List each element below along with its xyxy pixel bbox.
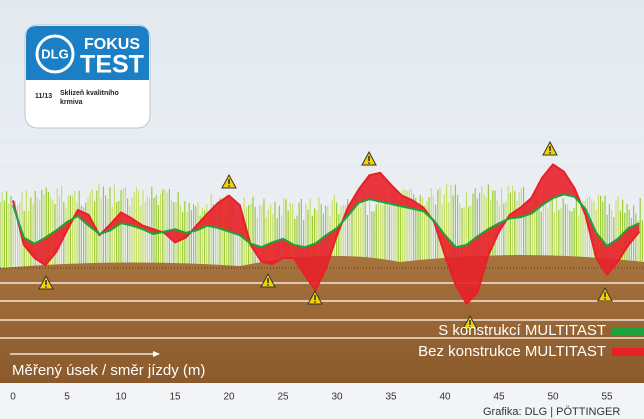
warning-dot	[228, 185, 230, 187]
badge-issue: 11/13	[35, 93, 52, 100]
x-tick-label: 5	[64, 392, 70, 403]
x-tick-label: 25	[277, 392, 289, 403]
legend-label: S konstrukcí MULTITAST	[438, 322, 606, 339]
x-tick-label: 50	[547, 392, 559, 403]
credit: Grafika: DLG | PÖTTINGER	[483, 406, 620, 418]
legend-swatch	[612, 348, 644, 356]
warning-dot	[267, 284, 269, 286]
badge-caption: Sklizeň kvalitního krmiva	[60, 89, 140, 107]
warning-dot	[314, 301, 316, 303]
x-axis-label: Měřený úsek / směr jízdy (m)	[12, 362, 205, 379]
warning-dot	[45, 286, 47, 288]
x-tick-label: 0	[10, 392, 16, 403]
warning-dot	[549, 152, 551, 154]
warning-mark	[228, 179, 230, 184]
badge: DLG FOKUS TEST 11/13 Sklizeň kvalitního …	[25, 25, 150, 128]
logo: DLG	[41, 46, 68, 61]
legend-label: Bez konstrukce MULTITAST	[418, 343, 606, 360]
warning-mark	[267, 278, 269, 283]
badge-line2: TEST	[80, 51, 144, 79]
x-tick-label: 40	[439, 392, 451, 403]
warning-dot	[368, 162, 370, 164]
warning-mark	[314, 295, 316, 300]
warning-mark	[549, 146, 551, 151]
warning-dot	[604, 298, 606, 300]
chart: Měřený úsek / směr jízdy (m) S konstrukc…	[0, 0, 644, 419]
x-tick-label: 35	[385, 392, 397, 403]
warning-mark	[45, 280, 47, 285]
warning-mark	[604, 292, 606, 297]
x-tick-label: 30	[331, 392, 343, 403]
x-tick-label: 15	[169, 392, 181, 403]
x-tick-label: 20	[223, 392, 235, 403]
warning-mark	[368, 156, 370, 161]
badge-caption-box: Sklizeň kvalitního krmiva	[60, 89, 140, 115]
x-tick-label: 10	[115, 392, 127, 403]
legend-swatch	[612, 327, 644, 335]
x-tick-label: 45	[493, 392, 505, 403]
x-tick-label: 55	[601, 392, 613, 403]
